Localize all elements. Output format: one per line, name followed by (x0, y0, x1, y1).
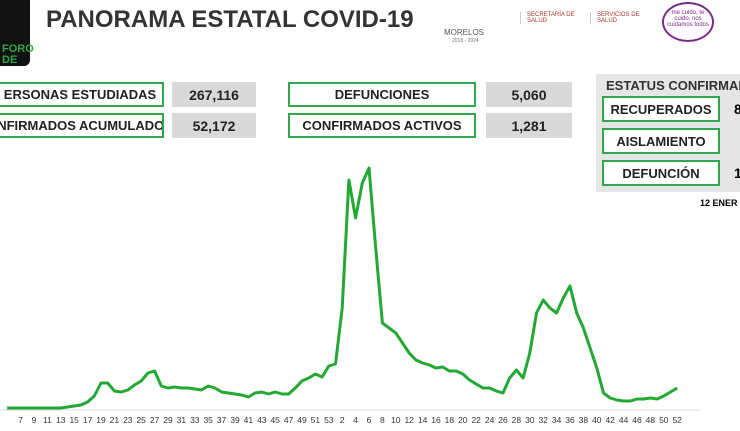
x-tick-label: 25 (136, 415, 146, 425)
x-tick-label: 19 (96, 415, 106, 425)
x-tick-label: 23 (123, 415, 133, 425)
x-tick-label: 44 (619, 415, 629, 425)
x-tick-label: 39 (230, 415, 240, 425)
stat-value: 52,172 (172, 113, 256, 138)
x-tick-label: 45 (270, 415, 280, 425)
x-tick-label: 4 (353, 415, 358, 425)
x-tick-label: 16 (431, 415, 441, 425)
x-tick-label: 46 (632, 415, 642, 425)
period: 2018 - 2024 (452, 38, 479, 44)
status-value: 1 (734, 165, 740, 181)
x-tick-label: 43 (257, 415, 267, 425)
x-tick-label: 35 (203, 415, 213, 425)
x-tick-label: 49 (297, 415, 307, 425)
stat-label: CONFIRMADOS ACTIVOS (288, 113, 476, 138)
status-label: RECUPERADOS (602, 96, 720, 122)
stat-label: DEFUNCIONES (288, 82, 476, 107)
x-tick-label: 48 (646, 415, 656, 425)
logo-line: FORO (2, 43, 34, 55)
x-tick-label: 42 (605, 415, 615, 425)
x-tick-label: 52 (672, 415, 682, 425)
state: MORELOS (444, 28, 485, 37)
stat-label: ONFIRMADOS ACUMULADOS (0, 113, 164, 138)
logo-text: FORO DE (2, 44, 34, 66)
x-tick-label: 17 (83, 415, 93, 425)
x-tick-label: 14 (418, 415, 428, 425)
x-tick-label: 40 (592, 415, 602, 425)
x-tick-label: 21 (110, 415, 120, 425)
x-tick-label: 33 (190, 415, 200, 425)
x-tick-label: 20 (458, 415, 468, 425)
title: PANORAMA ESTATAL COVID-19 (46, 6, 414, 33)
stat-label: ERSONAS ESTUDIADAS (0, 82, 164, 107)
logo-line: DE (2, 54, 18, 66)
x-tick-label: 11 (43, 415, 52, 425)
x-tick-label: 28 (512, 415, 522, 425)
x-tick-label: 50 (659, 415, 669, 425)
x-tick-label: 6 (367, 415, 372, 425)
agency: SERVICIOS DE SALUD (590, 12, 652, 24)
x-tick-label: 29 (163, 415, 173, 425)
x-tick-label: 15 (69, 415, 79, 425)
status-label: AISLAMIENTO (602, 128, 720, 154)
x-tick-label: 53 (324, 415, 334, 425)
stat-value: 267,116 (172, 82, 256, 107)
x-tick-label: 9 (32, 415, 37, 425)
x-tick-label: 32 (538, 415, 548, 425)
x-tick-label: 38 (579, 415, 589, 425)
x-tick-label: 10 (391, 415, 401, 425)
x-tick-label: 8 (380, 415, 385, 425)
x-tick-label: 18 (445, 415, 455, 425)
stat-value: 1,281 (486, 113, 572, 138)
x-tick-label: 34 (552, 415, 562, 425)
logo (0, 0, 30, 66)
status-label: DEFUNCIÓN (602, 160, 720, 186)
status-title: ESTATUS CONFIRMAD (606, 78, 740, 93)
x-tick-label: 27 (150, 415, 160, 425)
x-tick-label: 24 (485, 415, 495, 425)
x-tick-label: 51 (311, 415, 321, 425)
x-tick-label: 37 (217, 415, 227, 425)
status-value: 8 (734, 101, 740, 117)
x-tick-label: 41 (244, 415, 254, 425)
data-line (7, 166, 678, 410)
x-tick-label: 36 (565, 415, 575, 425)
x-tick-label: 13 (56, 415, 66, 425)
date: 12 ENER (700, 198, 738, 208)
x-tick-label: 22 (471, 415, 481, 425)
x-tick-label: 2 (340, 415, 345, 425)
x-tick-label: 12 (404, 415, 414, 425)
x-tick-label: 26 (498, 415, 508, 425)
x-tick-label: 7 (18, 415, 23, 425)
agency: SECRETARÍA DE SALUD (520, 12, 587, 24)
x-tick-label: 31 (177, 415, 187, 425)
x-tick-label: 47 (284, 415, 294, 425)
slogan: me cuido, te cuido, nos cuidamos todos (662, 2, 714, 42)
stat-value: 5,060 (486, 82, 572, 107)
x-tick-label: 30 (525, 415, 535, 425)
